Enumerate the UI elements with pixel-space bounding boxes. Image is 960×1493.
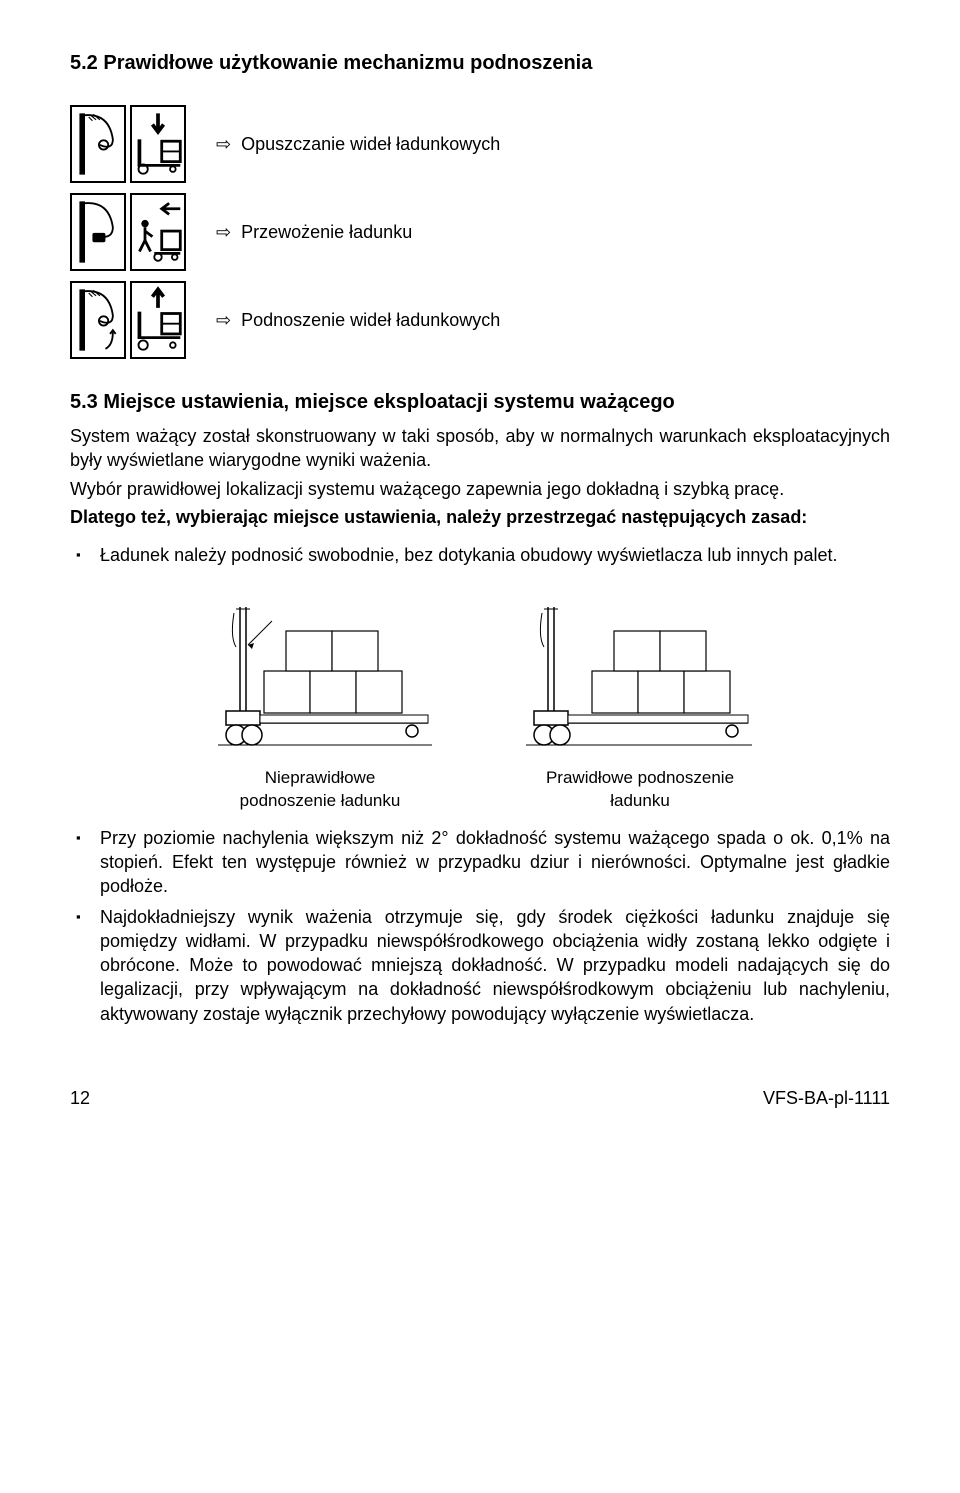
page-footer: 12 VFS-BA-pl-1111: [70, 1086, 890, 1110]
paragraph: Wybór prawidłowej lokalizacji systemu wa…: [70, 477, 890, 501]
icon-row-3: ⇨ Podnoszenie wideł ładunkowych: [70, 281, 890, 359]
icon-row-2: ⇨ Przewożenie ładunku: [70, 193, 890, 271]
diagram-incorrect: Nieprawidłowepodnoszenie ładunku: [200, 597, 440, 811]
diagram-caption-right: Prawidłowe podnoszenieładunku: [546, 767, 734, 811]
action-pictogram: [130, 105, 186, 183]
row-label: Opuszczanie wideł ładunkowych: [241, 132, 500, 156]
bullet-list-2: Przy poziomie nachylenia większym niż 2°…: [70, 826, 890, 1026]
handle-pictogram: [70, 281, 126, 359]
arrow-icon: ⇨: [216, 132, 231, 156]
pictogram-pair: [70, 281, 186, 359]
page-number: 12: [70, 1086, 90, 1110]
pictogram-pair: [70, 193, 186, 271]
handle-pictogram: [70, 193, 126, 271]
diagram-caption-left: Nieprawidłowepodnoszenie ładunku: [240, 767, 401, 811]
icon-row-1: ⇨ Opuszczanie wideł ładunkowych: [70, 105, 890, 183]
list-item: Przy poziomie nachylenia większym niż 2°…: [100, 826, 890, 899]
diagram-correct: Prawidłowe podnoszenieładunku: [520, 597, 760, 811]
handle-pictogram: [70, 105, 126, 183]
action-pictogram: [130, 193, 186, 271]
doc-code: VFS-BA-pl-1111: [763, 1086, 890, 1110]
diagram-row: Nieprawidłowepodnoszenie ładunku Prawidł…: [70, 597, 890, 811]
subsection-heading: 5.3 Miejsce ustawienia, miejsce eksploat…: [70, 389, 890, 416]
action-pictogram: [130, 281, 186, 359]
pictogram-pair: [70, 105, 186, 183]
bullet-list-1: Ładunek należy podnosić swobodnie, bez d…: [70, 543, 890, 567]
list-item: Ładunek należy podnosić swobodnie, bez d…: [100, 543, 890, 567]
section-heading: 5.2 Prawidłowe użytkowanie mechanizmu po…: [70, 50, 890, 77]
icon-rows: ⇨ Opuszczanie wideł ładunkowych: [70, 105, 890, 359]
paragraph-bold: Dlatego też, wybierając miejsce ustawien…: [70, 505, 890, 529]
row-label: Podnoszenie wideł ładunkowych: [241, 308, 500, 332]
arrow-icon: ⇨: [216, 220, 231, 244]
arrow-icon: ⇨: [216, 308, 231, 332]
list-item: Najdokładniejszy wynik ważenia otrzymuje…: [100, 905, 890, 1026]
row-label: Przewożenie ładunku: [241, 220, 412, 244]
paragraph: System ważący został skonstruowany w tak…: [70, 424, 890, 473]
